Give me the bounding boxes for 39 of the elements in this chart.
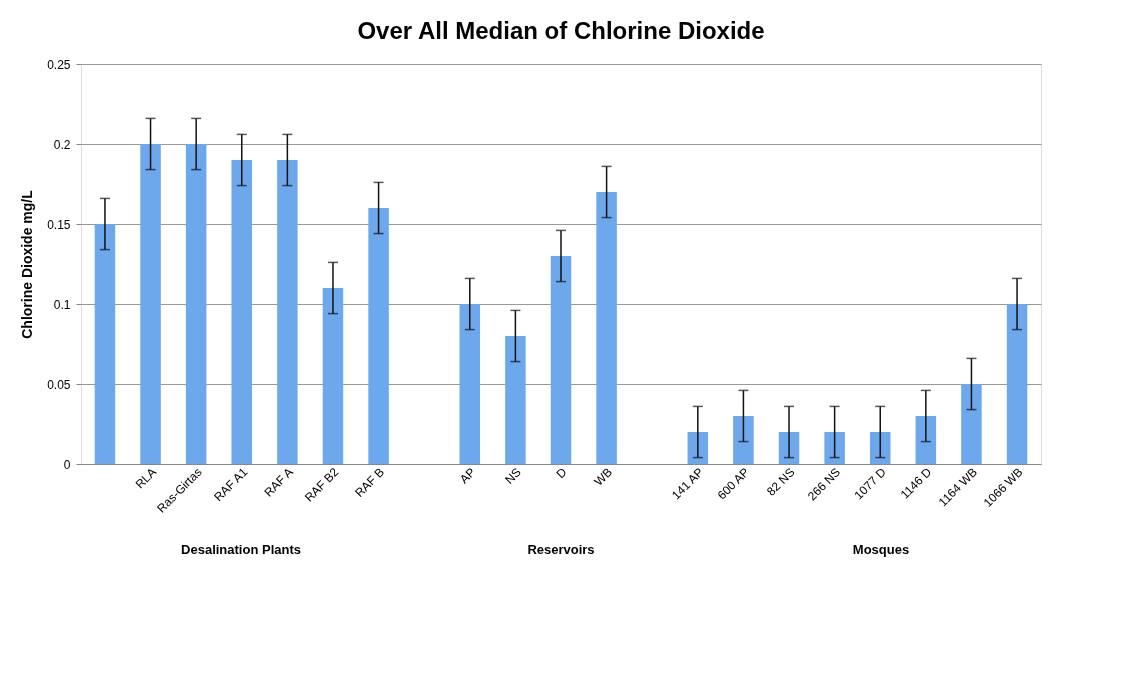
bar (185, 144, 207, 464)
y-tick-label: 0 (63, 457, 71, 472)
bar (1006, 304, 1028, 464)
x-tick-label: D (553, 464, 570, 482)
bar (961, 384, 982, 464)
bar (277, 160, 298, 464)
x-tick-label: RLA (132, 465, 160, 492)
bar (94, 224, 116, 464)
text: Desalination Plants (181, 542, 301, 557)
bar (733, 416, 754, 464)
bar (778, 432, 800, 464)
x-tick-label: 82 NS (764, 465, 798, 499)
bar (687, 432, 709, 464)
y-tick-label: 0.25 (47, 57, 71, 72)
bar (368, 208, 389, 464)
bar (824, 432, 845, 464)
y-tick-label: 0.2 (53, 137, 71, 152)
bar (231, 160, 253, 464)
x-tick-label: WB (591, 465, 616, 489)
x-tick-label: NS (502, 465, 524, 487)
x-tick-label: 141 AP (669, 465, 707, 503)
bar (550, 256, 572, 464)
text: Mosques (852, 542, 910, 557)
bar (915, 416, 937, 464)
y-tick-label: 0.1 (53, 297, 71, 312)
chart-title: Over All Median of Chlorine Dioxide (357, 17, 765, 44)
y-axis-title: Chlorine Dioxide mg/L (19, 189, 36, 339)
bar (459, 304, 481, 464)
x-tick-label: AP (457, 465, 479, 487)
y-tick-label: 0.15 (47, 217, 71, 232)
text: Reservoirs (527, 542, 595, 557)
bar (869, 432, 891, 464)
x-tick-label: 600 AP (714, 465, 752, 503)
bar (322, 288, 344, 464)
bar (596, 192, 617, 464)
y-tick-label: 0.05 (47, 377, 71, 392)
bar (505, 336, 526, 464)
bar (140, 144, 161, 464)
x-tick-label: 266 NS (804, 465, 844, 504)
